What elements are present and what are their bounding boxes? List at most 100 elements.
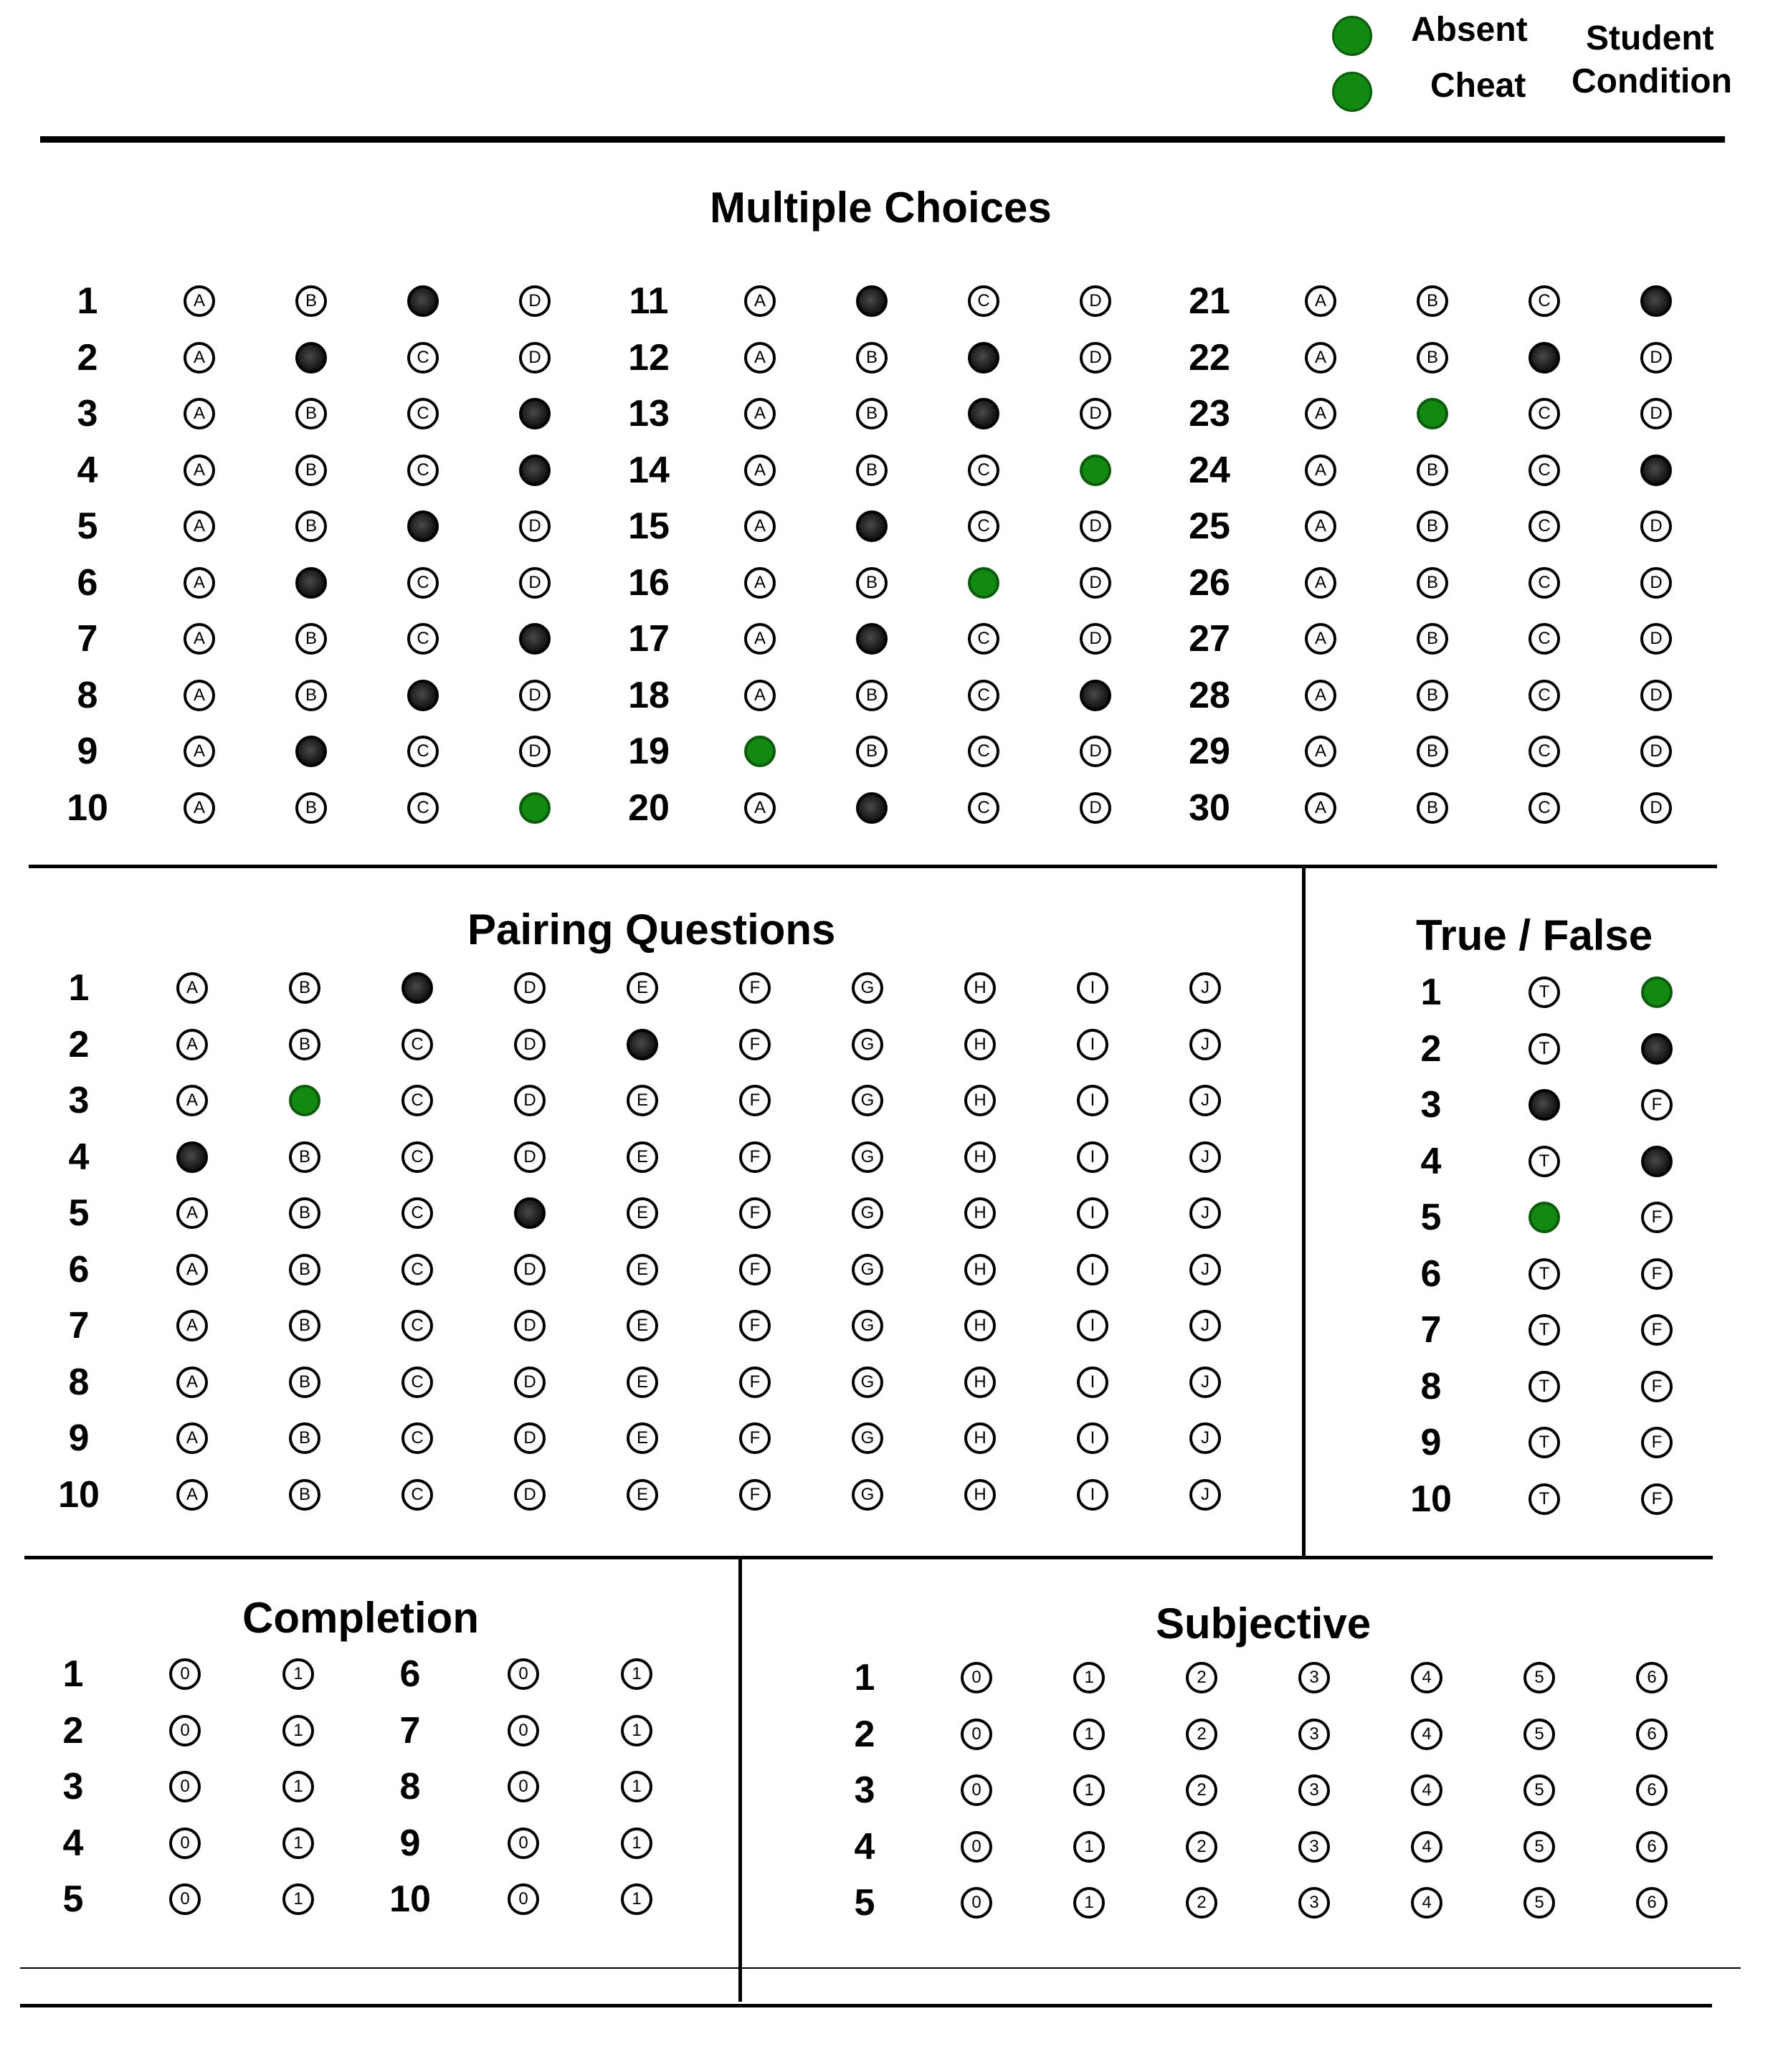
- pairing-q8-bubble-c[interactable]: C: [401, 1366, 433, 1398]
- subjective-q3-bubble-3[interactable]: 3: [1298, 1774, 1330, 1806]
- mc-q2-bubble-b[interactable]: B: [295, 341, 327, 374]
- mc-q14-bubble-a[interactable]: A: [744, 454, 776, 486]
- completion-q4-bubble-0[interactable]: 0: [169, 1827, 201, 1859]
- mc-q7-bubble-b[interactable]: B: [295, 623, 327, 655]
- subjective-q1-bubble-3[interactable]: 3: [1298, 1662, 1330, 1693]
- pairing-q6-bubble-h[interactable]: H: [964, 1253, 996, 1286]
- pairing-q10-bubble-c[interactable]: C: [401, 1478, 433, 1511]
- mc-q8-bubble-c[interactable]: C: [407, 679, 439, 711]
- mc-q14-bubble-d[interactable]: D: [1080, 454, 1111, 486]
- subjective-q2-bubble-1[interactable]: 1: [1073, 1718, 1105, 1750]
- mc-q23-bubble-c[interactable]: C: [1529, 398, 1560, 429]
- mc-q1-bubble-b[interactable]: B: [295, 285, 327, 317]
- subjective-q1-bubble-6[interactable]: 6: [1636, 1662, 1668, 1693]
- mc-q5-bubble-d[interactable]: D: [519, 510, 551, 542]
- mc-q21-bubble-a[interactable]: A: [1305, 285, 1336, 317]
- pairing-q7-bubble-i[interactable]: I: [1077, 1310, 1108, 1341]
- pairing-q6-bubble-i[interactable]: I: [1077, 1253, 1108, 1286]
- subjective-q1-bubble-1[interactable]: 1: [1073, 1662, 1105, 1693]
- pairing-q5-bubble-c[interactable]: C: [401, 1197, 433, 1229]
- pairing-q10-bubble-b[interactable]: B: [289, 1478, 320, 1511]
- pairing-q8-bubble-d[interactable]: D: [514, 1366, 546, 1398]
- mc-q18-bubble-b[interactable]: B: [856, 679, 888, 711]
- pairing-q2-bubble-a[interactable]: A: [176, 1028, 208, 1060]
- mc-q12-bubble-c[interactable]: C: [968, 341, 999, 374]
- tf-q9-bubble-t[interactable]: T: [1529, 1427, 1560, 1458]
- pairing-q5-bubble-d[interactable]: D: [514, 1197, 546, 1229]
- mc-q5-bubble-c[interactable]: C: [407, 510, 439, 542]
- pairing-q7-bubble-g[interactable]: G: [852, 1310, 883, 1341]
- mc-q6-bubble-d[interactable]: D: [519, 566, 551, 599]
- mc-q27-bubble-d[interactable]: D: [1640, 623, 1672, 655]
- completion-q8-bubble-1[interactable]: 1: [621, 1771, 652, 1802]
- pairing-q10-bubble-f[interactable]: F: [739, 1478, 771, 1511]
- mc-q22-bubble-a[interactable]: A: [1305, 341, 1336, 374]
- mc-q9-bubble-a[interactable]: A: [184, 736, 215, 767]
- mc-q21-bubble-d[interactable]: D: [1640, 285, 1672, 317]
- tf-q8-bubble-f[interactable]: F: [1641, 1370, 1673, 1402]
- pairing-q4-bubble-h[interactable]: H: [964, 1141, 996, 1173]
- mc-q6-bubble-b[interactable]: B: [295, 566, 327, 599]
- tf-q5-bubble-t[interactable]: T: [1529, 1202, 1560, 1233]
- tf-q9-bubble-f[interactable]: F: [1641, 1427, 1673, 1458]
- subjective-q1-bubble-2[interactable]: 2: [1186, 1662, 1217, 1693]
- tf-q2-bubble-t[interactable]: T: [1529, 1032, 1560, 1065]
- completion-q1-bubble-0[interactable]: 0: [169, 1658, 201, 1690]
- pairing-q10-bubble-h[interactable]: H: [964, 1478, 996, 1511]
- pairing-q1-bubble-a[interactable]: A: [176, 972, 208, 1004]
- mc-q24-bubble-d[interactable]: D: [1640, 454, 1672, 486]
- pairing-q8-bubble-h[interactable]: H: [964, 1366, 996, 1398]
- mc-q28-bubble-d[interactable]: D: [1640, 679, 1672, 711]
- mc-q1-bubble-a[interactable]: A: [184, 285, 215, 317]
- pairing-q7-bubble-f[interactable]: F: [739, 1310, 771, 1341]
- mc-q8-bubble-d[interactable]: D: [519, 679, 551, 711]
- mc-q19-bubble-c[interactable]: C: [968, 736, 999, 767]
- pairing-q8-bubble-e[interactable]: E: [627, 1366, 658, 1398]
- mc-q30-bubble-a[interactable]: A: [1305, 792, 1336, 824]
- pairing-q10-bubble-a[interactable]: A: [176, 1478, 208, 1511]
- completion-q9-bubble-1[interactable]: 1: [621, 1827, 652, 1859]
- mc-q9-bubble-d[interactable]: D: [519, 736, 551, 767]
- mc-q23-bubble-a[interactable]: A: [1305, 398, 1336, 429]
- mc-q19-bubble-d[interactable]: D: [1080, 736, 1111, 767]
- mc-q22-bubble-d[interactable]: D: [1640, 341, 1672, 374]
- mc-q14-bubble-c[interactable]: C: [968, 454, 999, 486]
- mc-q2-bubble-d[interactable]: D: [519, 341, 551, 374]
- pairing-q1-bubble-h[interactable]: H: [964, 972, 996, 1004]
- mc-q4-bubble-c[interactable]: C: [407, 454, 439, 486]
- pairing-q2-bubble-c[interactable]: C: [401, 1028, 433, 1060]
- mc-q9-bubble-b[interactable]: B: [295, 736, 327, 767]
- subjective-q1-bubble-0[interactable]: 0: [961, 1662, 992, 1693]
- pairing-q3-bubble-a[interactable]: A: [176, 1085, 208, 1116]
- pairing-q3-bubble-d[interactable]: D: [514, 1085, 546, 1116]
- pairing-q9-bubble-d[interactable]: D: [514, 1422, 546, 1454]
- mc-q16-bubble-b[interactable]: B: [856, 566, 888, 599]
- pairing-q5-bubble-e[interactable]: E: [627, 1197, 658, 1229]
- pairing-q5-bubble-a[interactable]: A: [176, 1197, 208, 1229]
- pairing-q9-bubble-a[interactable]: A: [176, 1422, 208, 1454]
- completion-q3-bubble-0[interactable]: 0: [169, 1771, 201, 1802]
- mc-q15-bubble-a[interactable]: A: [744, 510, 776, 542]
- completion-q7-bubble-1[interactable]: 1: [621, 1714, 652, 1747]
- mc-q20-bubble-c[interactable]: C: [968, 792, 999, 824]
- mc-q17-bubble-c[interactable]: C: [968, 623, 999, 655]
- pairing-q1-bubble-b[interactable]: B: [289, 972, 320, 1004]
- mc-q3-bubble-d[interactable]: D: [519, 398, 551, 429]
- mc-q5-bubble-a[interactable]: A: [184, 510, 215, 542]
- pairing-q6-bubble-f[interactable]: F: [739, 1253, 771, 1286]
- subjective-q5-bubble-0[interactable]: 0: [961, 1887, 992, 1919]
- subjective-q1-bubble-4[interactable]: 4: [1411, 1662, 1442, 1693]
- pairing-q6-bubble-e[interactable]: E: [627, 1253, 658, 1286]
- subjective-q2-bubble-6[interactable]: 6: [1636, 1718, 1668, 1750]
- mc-q11-bubble-a[interactable]: A: [744, 285, 776, 317]
- mc-q15-bubble-d[interactable]: D: [1080, 510, 1111, 542]
- pairing-q2-bubble-j[interactable]: J: [1189, 1028, 1221, 1060]
- pairing-q7-bubble-c[interactable]: C: [401, 1310, 433, 1341]
- subjective-q2-bubble-2[interactable]: 2: [1186, 1718, 1217, 1750]
- mc-q26-bubble-d[interactable]: D: [1640, 566, 1672, 599]
- mc-q7-bubble-c[interactable]: C: [407, 623, 439, 655]
- mc-q17-bubble-d[interactable]: D: [1080, 623, 1111, 655]
- subjective-q5-bubble-4[interactable]: 4: [1411, 1887, 1442, 1919]
- pairing-q9-bubble-b[interactable]: B: [289, 1422, 320, 1454]
- pairing-q4-bubble-a[interactable]: A: [176, 1141, 208, 1173]
